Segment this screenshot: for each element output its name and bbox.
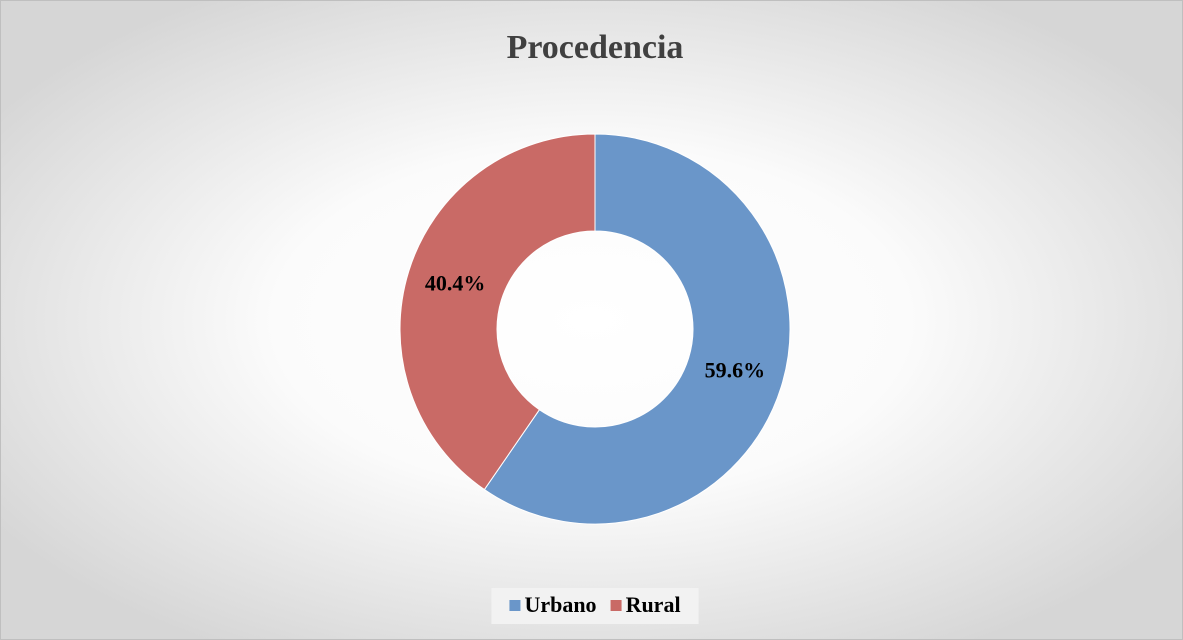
slice [399, 133, 596, 491]
legend: Urbano Rural [491, 588, 699, 624]
legend-label: Rural [626, 592, 681, 617]
slice [483, 133, 791, 525]
legend-marker [509, 600, 521, 611]
legend-background [491, 588, 699, 624]
chart-title: Procedencia [507, 29, 684, 66]
data-label: 59.6% [705, 358, 766, 383]
legend-marker [610, 600, 622, 611]
legend-label: Urbano [524, 592, 596, 617]
data-label: 40.4% [425, 271, 486, 296]
